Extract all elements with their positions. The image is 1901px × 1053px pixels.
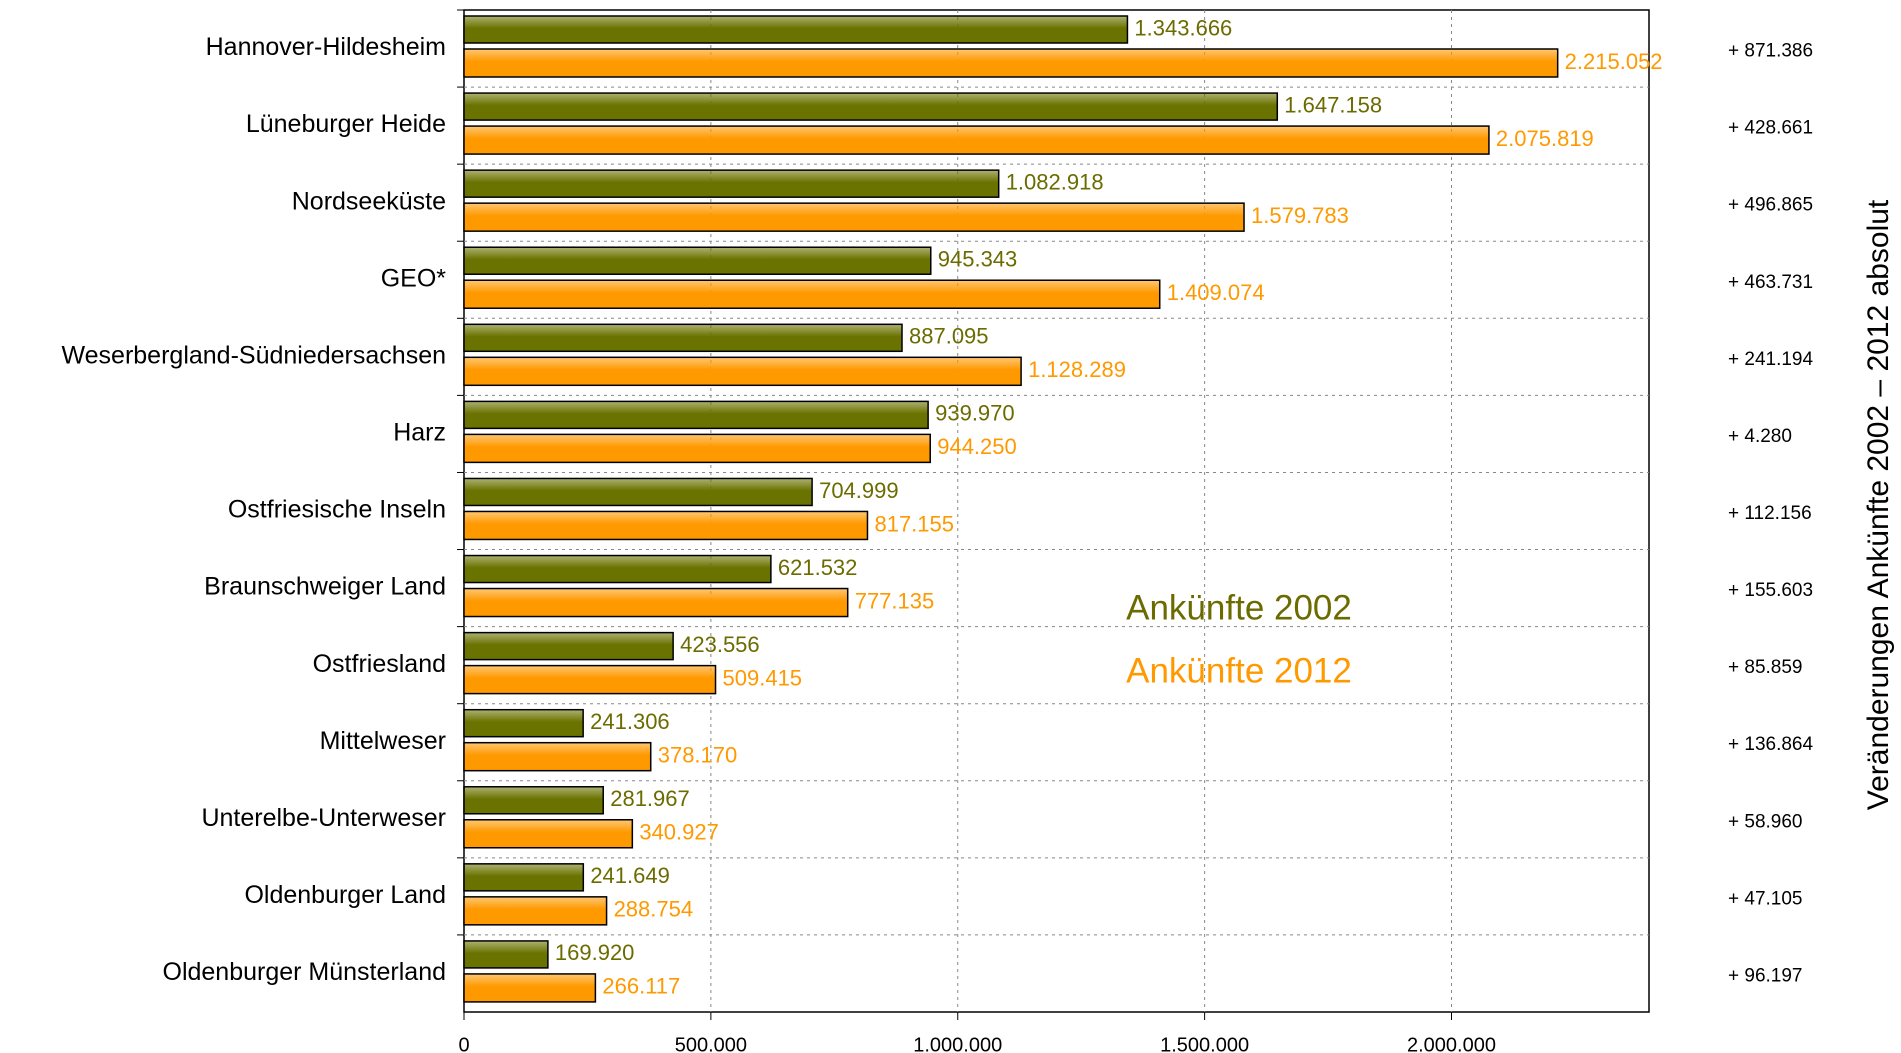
bar xyxy=(463,554,772,584)
y2-axis-title: Veränderungen Ankünfte 2002 – 2012 absol… xyxy=(1862,199,1895,810)
change-label: + 155.603 xyxy=(1728,580,1813,601)
data-label: 340.927 xyxy=(639,820,719,845)
legend-entry: Ankünfte 2012 xyxy=(1126,651,1352,690)
x-tick-label: 500.000 xyxy=(675,1034,747,1053)
bar xyxy=(463,741,652,772)
category-label: Weserbergland-Südniedersachsen xyxy=(62,341,447,369)
bar xyxy=(463,786,604,815)
data-label: 1.647.158 xyxy=(1284,92,1382,117)
category-label: Oldenburger Land xyxy=(244,881,446,909)
data-label: 1.579.783 xyxy=(1251,203,1349,228)
bar xyxy=(463,279,1161,309)
data-label: 241.649 xyxy=(590,863,670,888)
bar xyxy=(463,169,1000,198)
category-label: Harz xyxy=(393,419,446,447)
category-label: Lüneburger Heide xyxy=(246,110,446,138)
bar xyxy=(463,400,929,430)
category-label: Unterelbe-Unterweser xyxy=(201,804,446,832)
data-label: 945.343 xyxy=(938,247,1018,272)
data-label: 2.075.819 xyxy=(1496,126,1594,151)
data-label: 704.999 xyxy=(819,478,899,503)
change-label: + 463.731 xyxy=(1728,272,1813,293)
category-label: Ostfriesische Inseln xyxy=(228,496,446,524)
data-label: 1.409.074 xyxy=(1167,280,1265,305)
data-label: 266.117 xyxy=(602,974,680,999)
bar xyxy=(463,92,1279,121)
category-label: Nordseeküste xyxy=(292,187,446,215)
data-label: 817.155 xyxy=(874,511,954,536)
data-label: 887.095 xyxy=(909,324,989,349)
data-label: 621.532 xyxy=(778,555,858,580)
bar xyxy=(463,973,597,1003)
change-label: + 96.197 xyxy=(1728,965,1803,986)
data-label: 509.415 xyxy=(723,665,803,690)
category-label: GEO* xyxy=(381,264,447,292)
change-label: + 4.280 xyxy=(1728,426,1792,447)
data-label: 944.250 xyxy=(937,434,1017,459)
change-label: + 871.386 xyxy=(1728,41,1813,62)
bar xyxy=(463,356,1022,387)
change-label: + 58.960 xyxy=(1728,811,1803,832)
bar xyxy=(463,819,634,849)
bar xyxy=(463,125,1490,155)
category-label: Oldenburger Münsterland xyxy=(163,958,447,986)
data-label: 939.970 xyxy=(935,401,1015,426)
x-tick-label: 1.000.000 xyxy=(913,1034,1002,1053)
change-label: + 241.194 xyxy=(1728,349,1813,370)
data-label: 1.343.666 xyxy=(1134,15,1232,40)
bar xyxy=(463,48,1559,78)
bar xyxy=(463,863,585,892)
bar xyxy=(463,940,549,969)
change-label: + 496.865 xyxy=(1728,195,1813,216)
change-label: + 428.661 xyxy=(1728,118,1813,139)
bar xyxy=(463,246,932,275)
legend-entry: Ankünfte 2002 xyxy=(1126,588,1352,627)
bar xyxy=(463,708,584,738)
change-label: + 136.864 xyxy=(1728,734,1813,755)
data-label: 169.920 xyxy=(555,940,635,965)
bar xyxy=(463,433,931,464)
data-label: 423.556 xyxy=(680,632,760,657)
bar xyxy=(463,664,717,695)
bar xyxy=(463,15,1129,44)
data-label: 378.170 xyxy=(658,743,738,768)
data-label: 241.306 xyxy=(590,709,670,734)
category-label: Mittelweser xyxy=(320,727,446,755)
category-label: Hannover-Hildesheim xyxy=(206,33,446,61)
bar xyxy=(463,510,869,541)
bar xyxy=(463,587,849,618)
change-label: + 112.156 xyxy=(1728,503,1812,524)
data-label: 281.967 xyxy=(610,786,690,811)
data-label: 288.754 xyxy=(614,897,694,922)
x-tick-label: 2.000.000 xyxy=(1407,1034,1496,1053)
change-label: + 85.859 xyxy=(1728,657,1803,678)
change-label: + 47.105 xyxy=(1728,888,1803,909)
bar xyxy=(463,896,608,926)
data-label: 1.082.918 xyxy=(1006,169,1104,194)
category-label: Braunschweiger Land xyxy=(204,573,446,601)
bar xyxy=(463,477,813,507)
data-label: 2.215.052 xyxy=(1565,49,1663,74)
bar xyxy=(463,323,903,353)
x-tick-label: 0 xyxy=(458,1034,469,1053)
bar xyxy=(463,202,1245,232)
x-tick-label: 1.500.000 xyxy=(1160,1034,1249,1053)
data-label: 1.128.289 xyxy=(1028,357,1126,382)
bar xyxy=(463,631,674,661)
category-label: Ostfriesland xyxy=(313,650,446,678)
data-label: 777.135 xyxy=(855,588,935,613)
